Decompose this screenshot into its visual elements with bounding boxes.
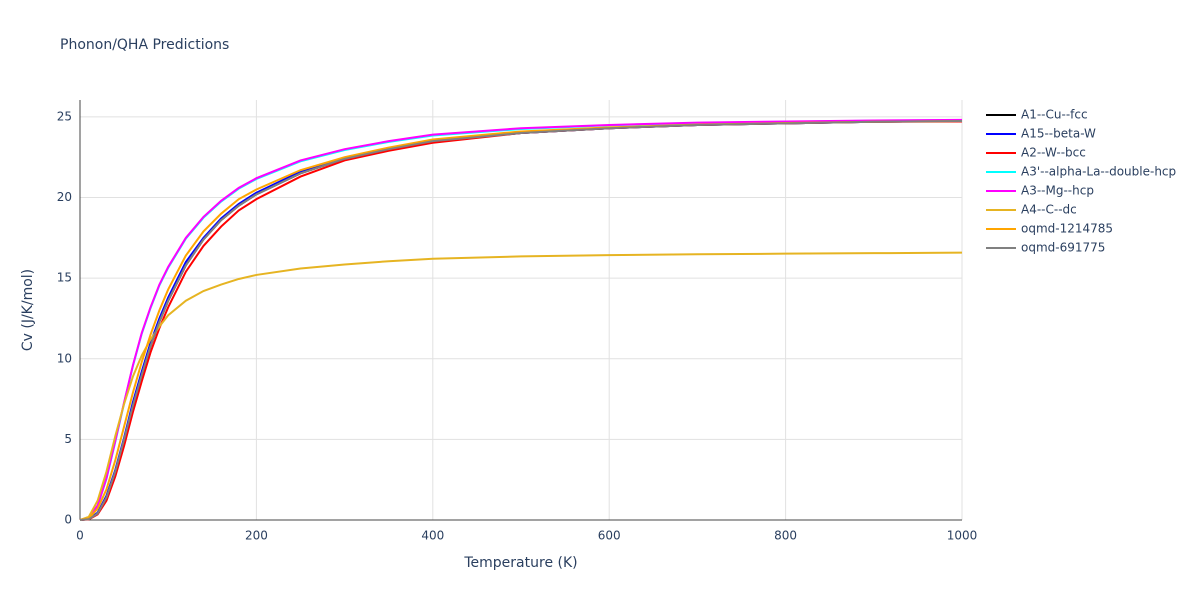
y-axis-title: Cv (J/K/mol) xyxy=(20,269,36,351)
x-axis-title: Temperature (K) xyxy=(463,555,577,571)
series-line xyxy=(79,119,963,521)
legend-label: A3'--alpha-La--double-hcp xyxy=(1021,165,1176,179)
x-tick-label: 0 xyxy=(76,529,84,543)
y-tick-label: 25 xyxy=(57,109,72,123)
y-tick-label: 5 xyxy=(64,432,72,446)
series-line xyxy=(79,119,963,521)
series-line xyxy=(79,119,963,521)
legend-label: A1--Cu--fcc xyxy=(1021,108,1088,122)
y-tick-label: 0 xyxy=(64,513,72,527)
legend-label: A15--beta-W xyxy=(1021,127,1096,141)
x-tick-label: 200 xyxy=(245,529,268,543)
legend-label: A2--W--bcc xyxy=(1021,146,1086,160)
x-tick-label: 400 xyxy=(421,529,444,543)
series-line xyxy=(79,119,963,521)
legend-label: A3--Mg--hcp xyxy=(1021,184,1094,198)
chart-title: Phonon/QHA Predictions xyxy=(60,37,229,53)
series-line xyxy=(79,251,963,521)
x-tick-label: 600 xyxy=(598,529,621,543)
x-tick-label: 1000 xyxy=(947,529,978,543)
legend-label: oqmd-691775 xyxy=(1021,241,1105,255)
series-line xyxy=(79,118,963,521)
x-tick-label: 800 xyxy=(774,529,797,543)
series-line xyxy=(79,119,963,521)
y-tick-label: 15 xyxy=(57,271,72,285)
legend-label: A4--C--dc xyxy=(1021,203,1077,217)
series-line xyxy=(79,120,963,521)
y-tick-label: 20 xyxy=(57,190,72,204)
legend-label: oqmd-1214785 xyxy=(1021,222,1113,236)
y-tick-label: 10 xyxy=(57,351,72,365)
